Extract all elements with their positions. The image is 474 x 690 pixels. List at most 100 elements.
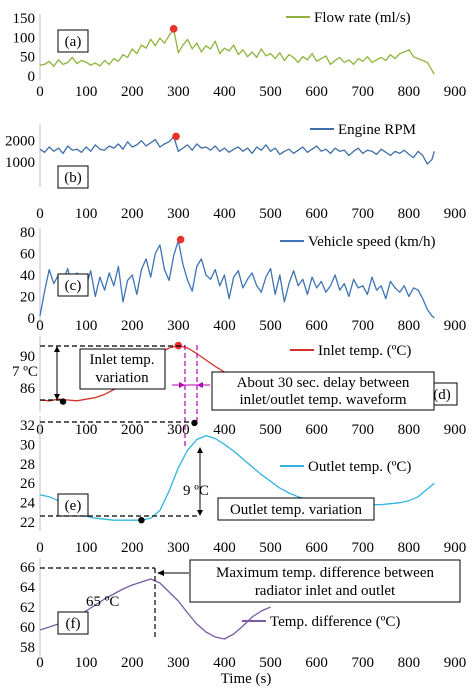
x-tick-label-a: 500 xyxy=(259,84,282,100)
y-tick-label-c: 40 xyxy=(20,268,35,284)
x-tick-label-e: 900 xyxy=(444,540,467,556)
y-tick-label-e: 28 xyxy=(20,457,35,473)
f-max-box xyxy=(189,559,461,603)
annotations-layer: 7 ºC Inlet temp. variation About 30 sec.… xyxy=(12,345,461,640)
x-tick-label-b: 600 xyxy=(305,206,328,222)
y-tick-label-b: 2000 xyxy=(5,134,35,150)
y-tick-label-c: 0 xyxy=(28,311,36,327)
panel-a-flow-rate: 0 50 100 150 0 100 200 300 400 500 600 700 800 900 Flo… xyxy=(13,10,467,100)
delay-arrow-right-icon xyxy=(179,382,185,388)
y-tick-label-e: 22 xyxy=(20,515,35,531)
x-tick-label-f: 500 xyxy=(259,655,282,671)
x-tick-label-c: 0 xyxy=(36,318,44,334)
x-tick-label-f: 100 xyxy=(75,655,98,671)
panel-label-c: (c) xyxy=(65,278,82,294)
y-tick-label-e: 26 xyxy=(20,476,36,492)
panel-label-b: (b) xyxy=(64,170,82,186)
panel-label-d: (d) xyxy=(433,387,451,403)
d-variation-box xyxy=(79,348,166,390)
delay-box xyxy=(211,371,435,411)
x-tick-label-d: 100 xyxy=(75,422,98,438)
e-variation-box xyxy=(217,497,375,521)
f-arrow-left-icon xyxy=(157,570,164,576)
d-arrow-down-icon xyxy=(54,394,60,400)
x-tick-label-b: 0 xyxy=(36,206,44,222)
x-tick-label-f: 300 xyxy=(167,655,190,671)
d-delta-label: 7 ºC xyxy=(12,364,38,380)
legend-label-e: Outlet temp. (ºC) xyxy=(308,459,411,475)
x-tick-label-c: 700 xyxy=(352,318,375,334)
x-tick-label-a: 0 xyxy=(36,84,44,100)
x-tick-label-f: 800 xyxy=(398,655,421,671)
marker-point-b xyxy=(172,132,180,141)
y-tick-label-c: 80 xyxy=(20,225,35,241)
panel-b-engine-rpm: 1000 2000 0 100 200 300 400 500 600 700 800 900 Engi… xyxy=(5,122,466,222)
x-tick-label-b: 400 xyxy=(213,206,236,222)
x-tick-label-e: 500 xyxy=(259,540,282,556)
x-tick-label-d: 300 xyxy=(167,422,190,438)
x-tick-label-a: 400 xyxy=(213,84,236,100)
panel-label-a: (a) xyxy=(65,34,82,50)
x-tick-label-f: 900 xyxy=(444,655,467,671)
y-tick-label-f: 60 xyxy=(20,620,35,636)
y-tick-label-e: 24 xyxy=(20,496,36,512)
x-tick-label-f: 400 xyxy=(213,655,236,671)
legend-label-b: Engine RPM xyxy=(338,122,416,138)
y-tick-label-f: 62 xyxy=(20,600,35,616)
e-arrow-down-icon xyxy=(197,510,203,516)
x-tick-label-d: 200 xyxy=(121,422,144,438)
marker-point-e xyxy=(191,419,198,427)
x-tick-label-b: 300 xyxy=(167,206,190,222)
x-tick-label-d: 400 xyxy=(213,422,236,438)
delay-label-1: About 30 sec. delay between xyxy=(237,375,410,391)
y-tick-label-a: 0 xyxy=(28,69,36,85)
f-max-label-1: Maximum temp. difference between xyxy=(216,565,434,581)
f-max-label-2: radiator inlet and outlet xyxy=(255,583,396,599)
delay-arrow-left-icon xyxy=(197,382,203,388)
series-line-a xyxy=(39,28,435,75)
d-variation-label-2: variation xyxy=(95,370,149,386)
x-tick-label-a: 800 xyxy=(398,84,421,100)
x-tick-label-e: 300 xyxy=(167,540,190,556)
x-tick-label-a: 600 xyxy=(305,84,328,100)
x-tick-label-a: 100 xyxy=(75,84,98,100)
x-tick-label-d: 600 xyxy=(305,422,328,438)
panel-d-inlet-temp: 86900100200300400500600700800900Inlet te… xyxy=(20,336,466,438)
x-tick-label-d: 900 xyxy=(444,422,467,438)
marker-point-d xyxy=(59,398,67,405)
x-tick-label-a: 700 xyxy=(352,84,375,100)
x-tick-label-e: 700 xyxy=(352,540,375,556)
x-tick-label-a: 300 xyxy=(167,84,190,100)
x-tick-label-f: 200 xyxy=(121,655,144,671)
y-tick-label-d: 90 xyxy=(20,349,35,365)
x-tick-label-c: 600 xyxy=(305,318,328,334)
marker-point-e xyxy=(138,516,145,524)
panel-label-box-b xyxy=(57,165,89,189)
d-arrow-up-icon xyxy=(54,346,60,352)
f-value-label: 65 ºC xyxy=(86,594,119,610)
x-tick-label-a: 900 xyxy=(444,84,467,100)
x-tick-label-e: 400 xyxy=(213,540,236,556)
y-tick-label-f: 58 xyxy=(20,640,35,656)
x-tick-label-d: 800 xyxy=(398,422,421,438)
e-arrow-up-icon xyxy=(197,447,203,453)
legend-label-a: Flow rate (ml/s) xyxy=(314,10,411,26)
panel-label-box-f xyxy=(57,611,89,635)
legend-label-c: Vehicle speed (km/h) xyxy=(308,234,435,250)
x-tick-label-b: 500 xyxy=(259,206,282,222)
x-tick-label-b: 800 xyxy=(398,206,421,222)
x-tick-label-c: 400 xyxy=(213,318,236,334)
x-tick-label-f: 700 xyxy=(352,655,375,671)
panel-e-outlet-temp: 22 24 26 28 30 32 0 100 200 300 400 500 600 700 800 900… xyxy=(20,416,466,556)
x-tick-label-e: 0 xyxy=(36,540,44,556)
x-tick-label-e: 800 xyxy=(398,540,421,556)
panel-label-box-c xyxy=(57,273,89,297)
y-tick-label-f: 66 xyxy=(20,560,36,576)
y-tick-label-d: 86 xyxy=(20,381,36,397)
x-tick-label-b: 700 xyxy=(352,206,375,222)
e-variation-label: Outlet temp. variation xyxy=(230,502,363,518)
y-tick-label-c: 20 xyxy=(20,290,35,306)
x-tick-label-f: 0 xyxy=(36,655,44,671)
y-tick-label-a: 150 xyxy=(13,11,36,27)
